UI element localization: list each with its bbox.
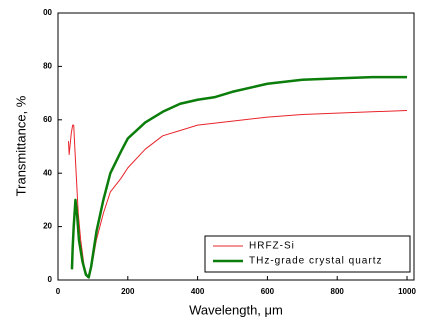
plot-frame bbox=[57, 12, 415, 281]
x-tick-label: 0 bbox=[56, 287, 61, 296]
legend: HRFZ-Si THz-grade crystal quartz bbox=[204, 235, 411, 273]
x-tick-label: 400 bbox=[191, 287, 205, 296]
legend-box bbox=[204, 235, 411, 273]
x-tick-label: 1000 bbox=[398, 287, 416, 296]
y-tick-label: 60 bbox=[43, 115, 52, 124]
x-tick-label: 200 bbox=[121, 287, 135, 296]
y-tick-label: 80 bbox=[43, 62, 52, 71]
x-tick-label: 800 bbox=[331, 287, 345, 296]
y-tick-label: 40 bbox=[43, 168, 52, 177]
series-line bbox=[67, 109, 408, 278]
y-axis-label: Transmittance, % bbox=[13, 95, 28, 196]
legend-label: THz-grade crystal quartz bbox=[249, 256, 382, 267]
series-line bbox=[70, 75, 408, 279]
y-tick-label: 20 bbox=[43, 222, 52, 231]
x-axis-label: Wavelength, μm bbox=[189, 302, 283, 317]
x-tick-label: 600 bbox=[261, 287, 275, 296]
y-tick-label: 00 bbox=[43, 8, 52, 17]
y-tick-label: 0 bbox=[48, 275, 53, 284]
legend-label: HRFZ-Si bbox=[249, 241, 295, 252]
